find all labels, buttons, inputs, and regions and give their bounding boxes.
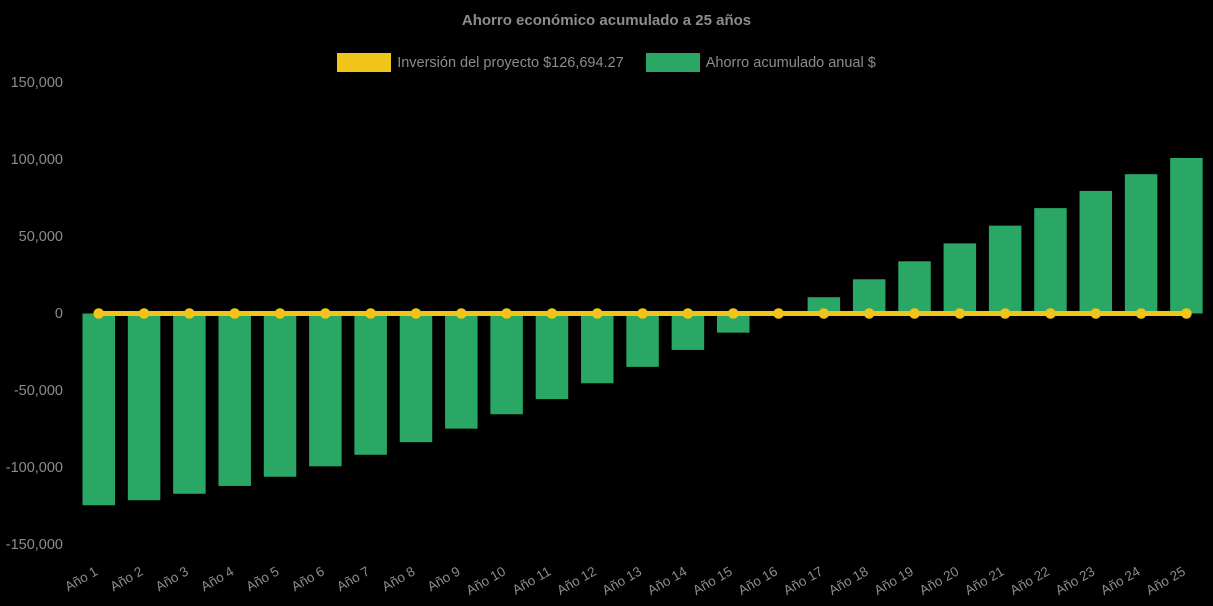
svg-text:Año 1: Año 1 [62, 564, 100, 595]
svg-text:Año 7: Año 7 [334, 564, 372, 595]
svg-text:Año 4: Año 4 [198, 563, 236, 594]
svg-text:Año 6: Año 6 [289, 564, 327, 595]
svg-text:Año 10: Año 10 [464, 564, 509, 598]
svg-text:Año 2: Año 2 [108, 564, 146, 595]
svg-text:Año 20: Año 20 [917, 564, 962, 598]
svg-text:Año 16: Año 16 [735, 564, 780, 598]
svg-text:Año 12: Año 12 [554, 564, 599, 598]
svg-text:Año 25: Año 25 [1143, 564, 1188, 598]
svg-text:100,000: 100,000 [11, 152, 63, 168]
svg-text:Año 21: Año 21 [962, 564, 1007, 598]
svg-text:Año 13: Año 13 [600, 564, 645, 598]
svg-text:Año 3: Año 3 [153, 564, 191, 595]
svg-text:Año 22: Año 22 [1007, 564, 1052, 598]
svg-text:Año 23: Año 23 [1053, 564, 1098, 598]
svg-text:Año 15: Año 15 [690, 564, 735, 598]
svg-text:-100,000: -100,000 [6, 460, 63, 476]
svg-text:Año 14: Año 14 [645, 563, 690, 598]
svg-text:50,000: 50,000 [19, 229, 63, 245]
svg-text:-50,000: -50,000 [14, 383, 63, 399]
svg-text:Año 17: Año 17 [781, 564, 826, 598]
svg-text:-150,000: -150,000 [6, 537, 63, 553]
svg-text:0: 0 [55, 306, 63, 322]
svg-text:Año 9: Año 9 [425, 564, 463, 595]
svg-text:Año 24: Año 24 [1098, 563, 1143, 598]
svg-text:Año 11: Año 11 [510, 564, 554, 598]
svg-text:Año 8: Año 8 [379, 564, 417, 595]
svg-text:150,000: 150,000 [11, 75, 63, 91]
svg-text:Año 18: Año 18 [826, 564, 871, 598]
svg-text:Año 19: Año 19 [871, 564, 916, 598]
svg-text:Año 5: Año 5 [243, 564, 281, 595]
